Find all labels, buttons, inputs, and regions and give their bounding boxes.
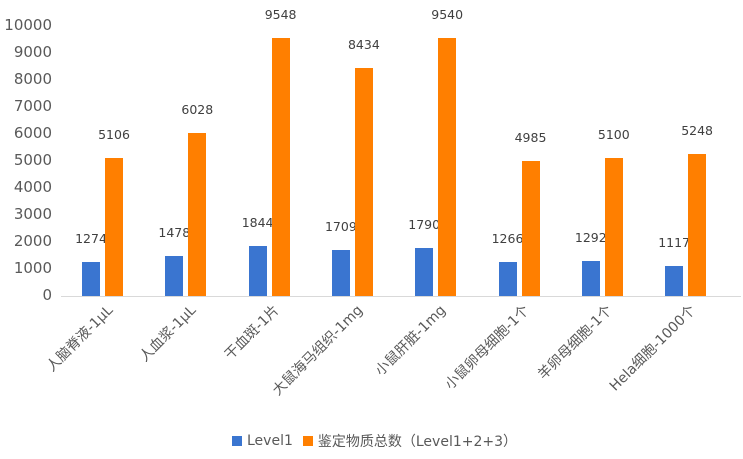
y-tick-label: 2000 [13, 232, 52, 250]
y-tick-label: 10000 [4, 16, 52, 34]
x-tick-label: Hela细胞-1000个 [607, 302, 700, 395]
data-label: 1709 [324, 218, 357, 234]
x-tick-label: 人脑脊液-1μL [43, 302, 117, 375]
y-tick-label: 9000 [13, 43, 52, 61]
data-label: 1478 [158, 225, 191, 241]
x-axis-line [61, 296, 741, 297]
data-label: 1274 [75, 230, 107, 246]
data-label: 1844 [241, 215, 274, 231]
data-label: 9548 [264, 7, 297, 23]
y-tick-label: 3000 [13, 205, 52, 223]
data-label: 6028 [181, 102, 214, 118]
x-tick-label: 人血浆-1μL [136, 302, 200, 366]
bar-total [354, 68, 373, 296]
data-label: 5248 [681, 123, 713, 139]
data-label: 1292 [574, 230, 607, 246]
bar-level1 [82, 261, 100, 296]
bar-total [604, 158, 623, 296]
y-tick-label: 6000 [13, 124, 52, 142]
bar-level1 [581, 261, 600, 296]
y-tick-label: 5000 [13, 151, 52, 169]
legend: Level1 鉴定物质总数（Level1+2+3） [232, 431, 521, 451]
bar-total [521, 161, 540, 296]
y-tick-label: 1000 [13, 259, 52, 277]
legend-swatch-total [302, 436, 313, 446]
bar-total [105, 158, 123, 296]
data-label: 8434 [347, 37, 380, 53]
bar-total [688, 154, 707, 296]
bar-level1 [248, 246, 267, 296]
bar-level1 [165, 256, 184, 296]
bar-total [271, 38, 290, 296]
data-label: 5100 [597, 127, 630, 143]
data-label: 5106 [98, 127, 130, 143]
data-label: 1117 [658, 234, 690, 250]
legend-swatch-level1 [232, 436, 242, 446]
x-tick-label: 羊卵母细胞-1个 [535, 302, 616, 383]
data-label: 1790 [408, 216, 441, 232]
x-tick-label: 干血斑-1片 [221, 302, 283, 364]
y-tick-label: 8000 [13, 70, 52, 88]
legend-item-level1: Level1 [232, 433, 293, 449]
y-tick-label: 4000 [13, 178, 52, 196]
legend-label-total: 鉴定物质总数（Level1+2+3） [317, 434, 518, 450]
bar-level1 [665, 265, 684, 296]
x-tick-label: 小鼠肝脏-1mg [372, 302, 450, 380]
data-label: 4985 [514, 130, 547, 146]
bar-total [188, 133, 207, 296]
bar-level1 [415, 247, 434, 296]
data-label: 1266 [491, 230, 524, 246]
bar-level1 [331, 249, 350, 296]
y-tick-label: 7000 [13, 97, 52, 115]
x-tick-label: 小鼠卵母细胞-1个 [442, 302, 533, 393]
bar-total [438, 38, 457, 296]
bar-level1 [498, 261, 517, 296]
y-tick-label: 0 [42, 286, 52, 304]
legend-label-level1: Level1 [247, 433, 293, 449]
data-label: 9540 [431, 7, 464, 23]
legend-item-total: 鉴定物质总数（Level1+2+3） [302, 431, 518, 451]
x-tick-label: 大鼠海马组织-1mg [269, 302, 367, 399]
